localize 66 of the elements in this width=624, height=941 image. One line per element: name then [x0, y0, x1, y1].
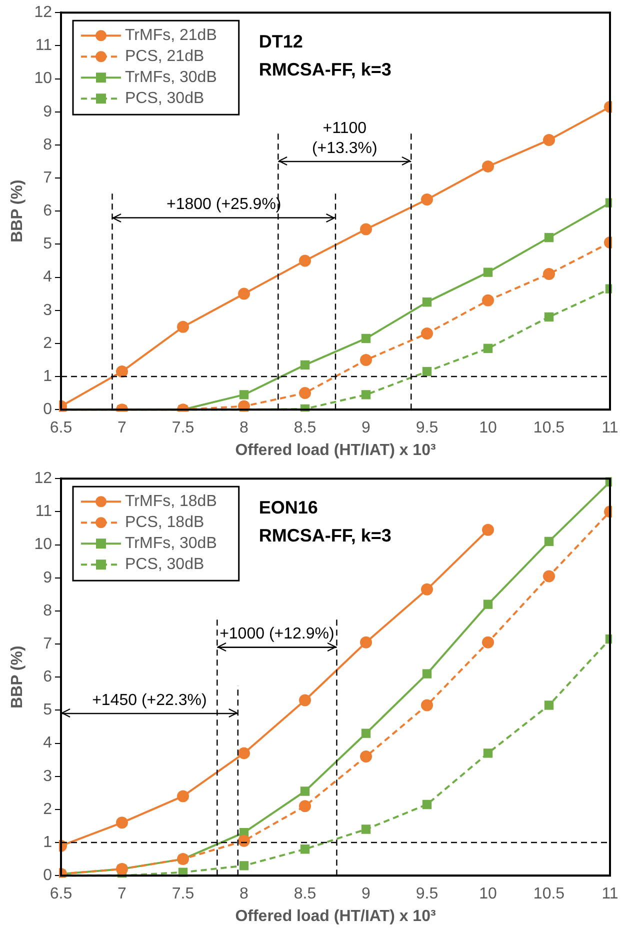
x-tick-label: 8.5	[294, 420, 316, 437]
text: DT12	[258, 32, 303, 52]
y-tick-label: 12	[34, 4, 52, 22]
x-tick-label: 7.5	[172, 420, 194, 437]
y-tick-label: 0	[43, 867, 52, 884]
x-tick-label: 7	[118, 420, 127, 437]
y-tick-label: 2	[43, 334, 52, 352]
y-tick-label: 3	[43, 302, 52, 319]
legend-label: TrMFs, 30dB	[124, 69, 217, 86]
y-tick-label: 0	[43, 401, 52, 418]
x-tick-label: 10	[479, 886, 497, 903]
y-tick-label: 8	[43, 136, 52, 154]
y-tick-label: 9	[43, 103, 52, 120]
x-tick-label: 6.5	[50, 420, 72, 437]
x-tick-label: 7	[118, 886, 127, 903]
y-tick-label: 3	[43, 768, 52, 785]
x-tick-label: 11	[602, 886, 618, 903]
y-axis-title: BBP (%)	[9, 646, 26, 709]
y-tick-label: 7	[43, 169, 52, 186]
legend-label: PCS, 30dB	[124, 556, 204, 574]
y-tick-label: 9	[43, 569, 52, 586]
y-tick-label: 8	[43, 602, 52, 620]
x-tick-label: 7.5	[172, 886, 194, 903]
x-tick-label: 9	[362, 886, 371, 903]
y-tick-label: 10	[34, 70, 52, 88]
y-tick-label: 10	[34, 536, 52, 554]
annotation: +1450 (+22.3%)	[92, 692, 207, 709]
y-tick-label: 5	[43, 702, 52, 719]
annotation: +1100 (+13.3%)	[312, 120, 378, 157]
y-tick-label: 1	[43, 834, 52, 851]
x-tick-label: 9	[362, 420, 371, 437]
legend-label: PCS, 21dB	[124, 48, 204, 66]
x-tick-label: 9.5	[416, 420, 438, 437]
text: RMCSA-FF, k=3	[258, 60, 392, 80]
y-tick-label: 11	[35, 37, 52, 54]
text: RMCSA-FF, k=3	[258, 526, 392, 546]
legend-label: TrMFs, 18dB	[124, 493, 217, 510]
text: EON16	[258, 498, 318, 518]
x-tick-label: 10	[479, 420, 497, 437]
y-tick-label: 6	[43, 202, 52, 220]
x-axis-title: Offered load (HT/IAT) x 10³	[235, 442, 436, 459]
y-tick-label: 12	[34, 470, 52, 488]
legend-label: TrMFs, 21dB	[124, 27, 217, 44]
x-tick-label: 8	[240, 886, 249, 903]
y-tick-label: 2	[43, 800, 52, 818]
x-tick-label: 10.5	[533, 886, 565, 903]
x-tick-label: 6.5	[50, 886, 72, 903]
x-tick-label: 11	[602, 420, 618, 437]
legend-label: PCS, 30dB	[124, 90, 204, 108]
x-tick-label: 9.5	[416, 886, 438, 903]
y-tick-label: 5	[43, 236, 52, 253]
y-tick-label: 6	[43, 668, 52, 686]
x-tick-label: 10.5	[533, 420, 565, 437]
y-axis-title: BBP (%)	[9, 180, 26, 243]
annotation: +1000 (+12.9%)	[220, 626, 334, 643]
y-tick-label: 4	[43, 734, 52, 752]
y-tick-label: 4	[43, 268, 52, 286]
legend-label: PCS, 18dB	[124, 514, 204, 532]
y-tick-label: 1	[43, 368, 52, 385]
y-tick-label: 7	[43, 635, 52, 652]
annotation: +1800 (+25.9%)	[166, 196, 282, 214]
x-tick-label: 8	[240, 420, 249, 437]
y-tick-label: 11	[35, 503, 52, 520]
x-tick-label: 8.5	[294, 886, 316, 903]
x-axis-title: Offered load (HT/IAT) x 10³	[235, 908, 436, 925]
legend-label: TrMFs, 30dB	[124, 535, 217, 552]
